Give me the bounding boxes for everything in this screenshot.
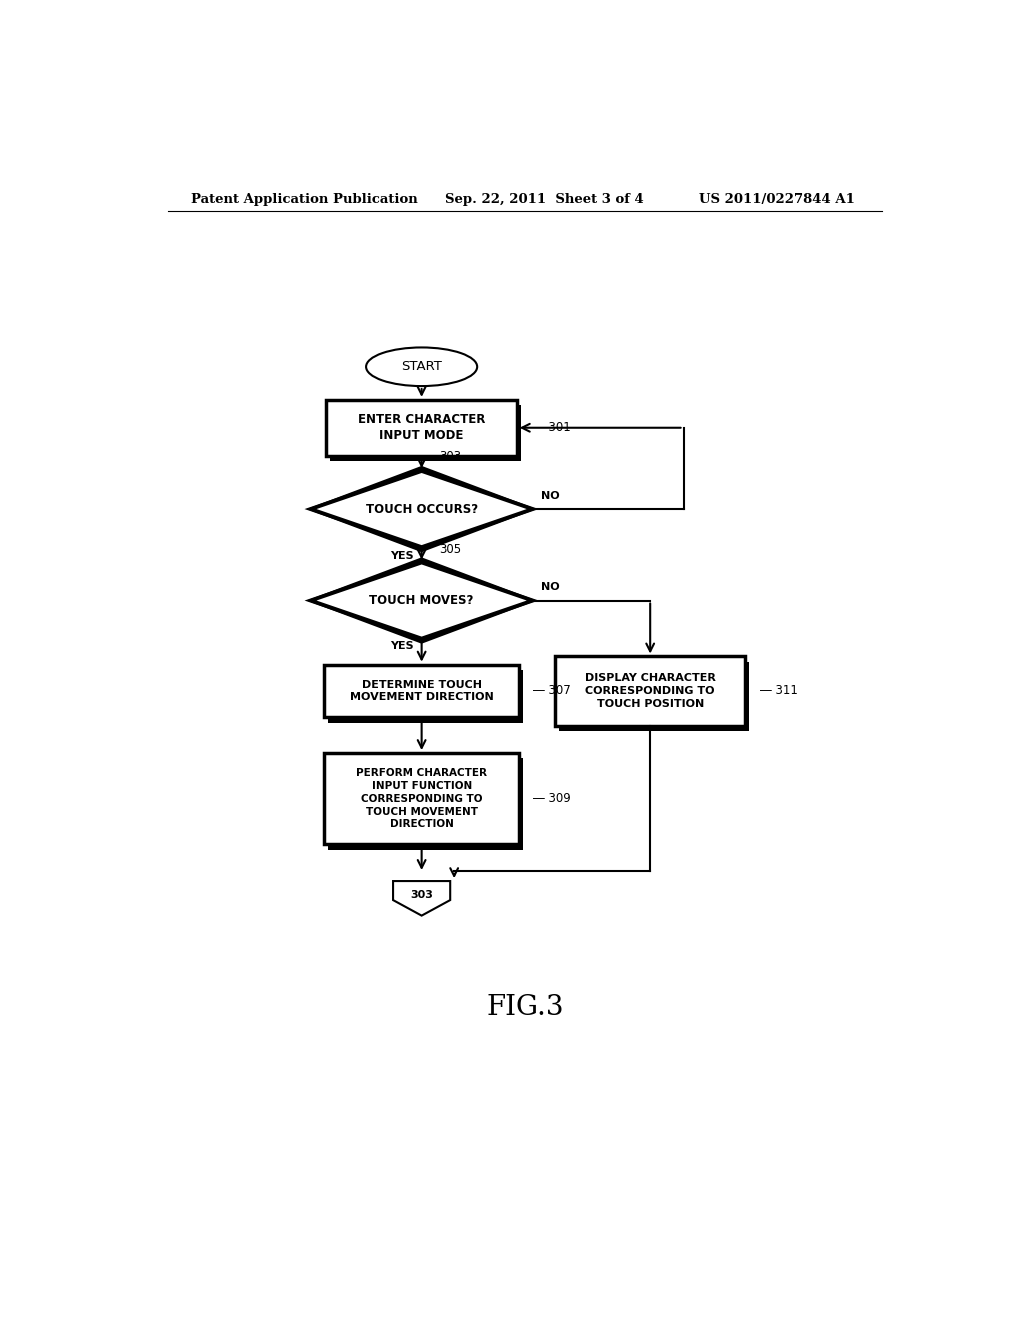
Text: Sep. 22, 2011  Sheet 3 of 4: Sep. 22, 2011 Sheet 3 of 4 <box>445 193 644 206</box>
Text: NO: NO <box>541 491 559 500</box>
Text: Patent Application Publication: Patent Application Publication <box>191 193 418 206</box>
Polygon shape <box>310 562 532 639</box>
Text: TOUCH MOVES?: TOUCH MOVES? <box>370 594 474 607</box>
Bar <box>329 758 523 850</box>
Bar <box>559 661 750 731</box>
Text: TOUCH OCCURS?: TOUCH OCCURS? <box>366 503 477 516</box>
Text: YES: YES <box>390 552 414 561</box>
Ellipse shape <box>366 347 477 385</box>
Text: ENTER CHARACTER
INPUT MODE: ENTER CHARACTER INPUT MODE <box>358 413 485 442</box>
Text: 303: 303 <box>439 450 461 463</box>
Text: NO: NO <box>541 582 559 593</box>
Text: DETERMINE TOUCH
MOVEMENT DIRECTION: DETERMINE TOUCH MOVEMENT DIRECTION <box>350 680 494 702</box>
Text: US 2011/0227844 A1: US 2011/0227844 A1 <box>699 193 855 206</box>
Text: PERFORM CHARACTER
INPUT FUNCTION
CORRESPONDING TO
TOUCH MOVEMENT
DIRECTION: PERFORM CHARACTER INPUT FUNCTION CORRESP… <box>356 768 487 829</box>
Bar <box>555 656 745 726</box>
Bar <box>325 752 519 845</box>
Bar <box>329 669 523 722</box>
Text: YES: YES <box>390 640 414 651</box>
Text: 303: 303 <box>411 890 433 900</box>
Bar <box>327 400 517 455</box>
Polygon shape <box>306 557 537 644</box>
Text: ― 309: ― 309 <box>534 792 571 805</box>
Text: ― 307: ― 307 <box>534 685 571 697</box>
Polygon shape <box>306 466 537 552</box>
Polygon shape <box>310 471 532 548</box>
Text: ― 301: ― 301 <box>532 421 570 434</box>
Polygon shape <box>393 880 451 916</box>
Text: START: START <box>401 360 442 374</box>
Text: ― 311: ― 311 <box>760 685 798 697</box>
Text: 305: 305 <box>439 544 461 556</box>
Bar <box>331 405 521 461</box>
Bar <box>325 664 519 718</box>
Text: DISPLAY CHARACTER
CORRESPONDING TO
TOUCH POSITION: DISPLAY CHARACTER CORRESPONDING TO TOUCH… <box>585 673 716 709</box>
Text: FIG.3: FIG.3 <box>486 994 563 1020</box>
